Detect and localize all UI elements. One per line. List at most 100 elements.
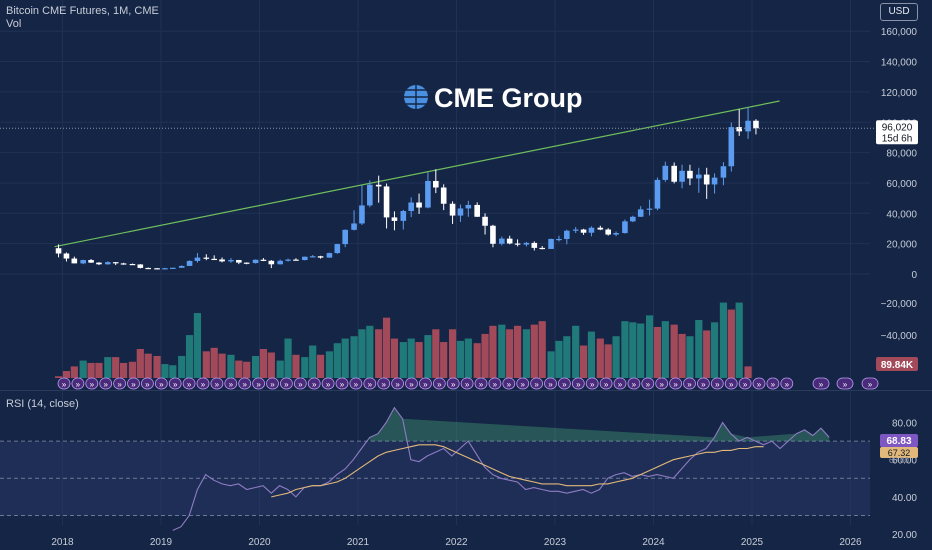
candle-body [351, 223, 357, 230]
event-marker-icon: » [229, 380, 234, 389]
candle-body [506, 238, 513, 244]
event-marker [446, 377, 460, 390]
candle-body [55, 248, 62, 254]
volume-bar [218, 353, 226, 378]
event-marker-icon: » [90, 380, 95, 389]
candle-body [268, 260, 275, 265]
event-marker-icon: » [479, 380, 484, 389]
candle-body [671, 165, 677, 182]
axis-labels: 160,000140,000120,000100,00080,00060,000… [0, 27, 918, 548]
price-tick-label: 160,000 [881, 27, 918, 38]
candle-body [646, 208, 653, 210]
event-marker-icon: » [465, 380, 470, 389]
price-tick-label: 0 [911, 270, 917, 281]
price-tick-label: 40,000 [886, 209, 917, 220]
candle-body [154, 268, 160, 270]
volume-bar [448, 329, 457, 378]
currency-button[interactable]: USD [880, 3, 918, 21]
volume-tick-label: −40,000 [881, 331, 918, 342]
event-marker [168, 377, 182, 390]
event-marker [363, 377, 377, 390]
candle-body [375, 184, 382, 187]
event-marker-icon: » [618, 380, 623, 389]
globe-grid-icon [404, 85, 428, 109]
candle-body [285, 259, 291, 261]
candle-body [71, 258, 78, 264]
volume-bar [267, 352, 275, 378]
volume-bar [695, 320, 703, 378]
price-tick-label: 80,000 [886, 149, 917, 160]
event-marker [335, 377, 349, 390]
event-marker [349, 377, 363, 390]
candle-body [120, 263, 127, 265]
time-tick-label: 2021 [347, 537, 370, 548]
volume-bar [604, 344, 612, 378]
cme-logo: CME Group [404, 83, 583, 113]
event-marker-icon: » [868, 380, 873, 389]
volume-bar [382, 317, 391, 378]
volume-bar [87, 362, 95, 378]
volume-bar [612, 336, 620, 378]
volume-bar [350, 336, 358, 378]
candle-body [342, 229, 348, 245]
candle-body [162, 268, 168, 270]
pane-separator [0, 390, 932, 391]
candle-body [96, 262, 102, 265]
event-marker [99, 377, 113, 390]
trendline-layer [54, 100, 780, 248]
event-marker-icon: » [312, 380, 317, 389]
event-marker-icon: » [520, 380, 525, 389]
candle-body [293, 259, 299, 261]
volume-bar [112, 357, 120, 378]
volume-bar [366, 325, 374, 378]
event-marker-icon: » [298, 380, 303, 389]
rsi-tick-label: 80.00 [892, 419, 917, 430]
event-marker [238, 377, 252, 390]
volume-tick-label: −20,000 [881, 299, 918, 310]
volume-bar [169, 365, 177, 378]
volume-bar [284, 338, 292, 378]
event-marker-icon: » [437, 380, 442, 389]
candle-body [556, 238, 562, 241]
candle-body [203, 257, 210, 259]
volume-bar [54, 376, 63, 378]
event-marker-icon: » [340, 380, 345, 389]
volume-bar [153, 355, 161, 378]
candle-body [88, 260, 94, 263]
candle-body [260, 259, 267, 261]
event-marker [599, 377, 613, 390]
price-tick-label: 60,000 [886, 179, 917, 190]
volume-bar [399, 342, 407, 378]
volume-bar [572, 325, 580, 378]
volume-bar [563, 336, 571, 378]
candle-body [145, 267, 151, 270]
volume-bar [341, 338, 349, 378]
event-marker-icon: » [493, 380, 498, 389]
event-marker-icon: » [576, 380, 581, 389]
volume-bar [719, 302, 728, 378]
event-marker-icon: » [785, 380, 790, 389]
candle-body [80, 260, 86, 264]
event-marker [780, 377, 794, 390]
event-marker-icon: » [368, 380, 373, 389]
event-marker-icon: » [757, 380, 762, 389]
candle-body [539, 247, 545, 250]
event-marker-icon: » [659, 380, 664, 389]
candle-body [137, 264, 144, 268]
event-marker-icon: » [604, 380, 609, 389]
candle-body [474, 204, 480, 217]
event-marker-icon: » [326, 380, 331, 389]
event-marker [266, 377, 279, 390]
event-marker-icon: » [131, 380, 136, 389]
candle-body [490, 225, 496, 244]
event-marker [196, 377, 210, 390]
time-tick-label: 2020 [248, 537, 271, 548]
price-marker-countdown: 15d 6h [882, 133, 913, 144]
rsi-ma-box [880, 447, 918, 458]
event-marker [154, 377, 168, 390]
candle-body [170, 267, 176, 269]
candle-body [252, 259, 259, 264]
candle-body [112, 262, 119, 264]
event-marker-icon: » [562, 380, 567, 389]
